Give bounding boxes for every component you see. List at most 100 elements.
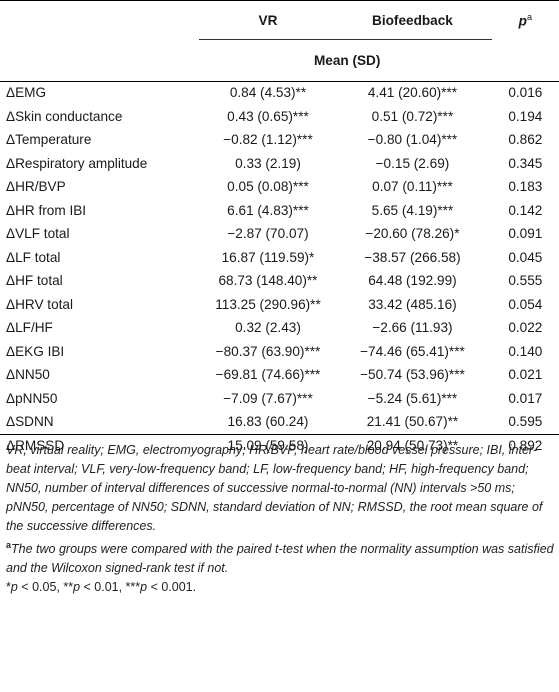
row-p-value: 0.016 [508, 85, 543, 101]
table-row: ΔHRV total 113.25 (290.96)** 33.42 (485.16… [0, 293, 559, 317]
row-vr-value: −0.82 (1.12)*** [223, 132, 313, 148]
row-vr-value: 0.32 (2.43) [235, 320, 301, 336]
subheader-rule [199, 39, 492, 40]
row-label: ΔEKG IBI [6, 343, 65, 359]
footnote-a: aThe two groups were compared with the p… [6, 536, 554, 578]
row-label: ΔHR/BVP [6, 179, 66, 195]
row-label: ΔLF/HF [6, 320, 53, 336]
row-bio-value: −5.24 (5.61)*** [367, 390, 458, 406]
row-p-value: 0.021 [508, 367, 543, 383]
table-row: ΔVLF total −2.87 (70.07) −20.60 (78.26)* 0.… [0, 222, 559, 246]
row-label: ΔHRV total [6, 296, 74, 312]
row-p-value: 0.022 [508, 320, 543, 336]
row-p-value: 0.017 [508, 390, 543, 406]
header-p-label: p [518, 13, 527, 29]
row-label: ΔHF total [6, 273, 63, 289]
row-p-value: 0.862 [508, 132, 543, 148]
row-p-value: 0.555 [508, 273, 543, 289]
row-p-value: 0.054 [508, 296, 543, 312]
row-bio-value: −74.46 (65.41)*** [360, 343, 465, 359]
row-bio-value: 20.94 (50.73)** [366, 437, 459, 453]
table-row: ΔTemperature −0.82 (1.12)*** −0.80 (1.04)*… [0, 128, 559, 152]
row-vr-value: −80.37 (63.90)*** [215, 343, 321, 359]
row-label: ΔVLF total [6, 226, 70, 242]
row-p-value: 0.045 [508, 249, 543, 265]
header-biofeedback: Biofeedback [372, 12, 453, 28]
header-rule [0, 81, 559, 82]
row-p-value: 0.892 [508, 437, 543, 453]
row-vr-value: 16.87 (119.59)* [221, 249, 315, 265]
footnote-a-text: The two groups were compared with the pa… [6, 542, 554, 576]
subheader-row: Mean (SD) [0, 40, 559, 81]
table-row: ΔHF total 68.73 (148.40)** 64.48 (192.99) 0… [0, 269, 559, 293]
header-p: pa [492, 0, 559, 40]
table-row: ΔSkin conductance 0.43 (0.65)*** 0.51 (0.7… [0, 105, 559, 129]
bottom-rule [0, 434, 559, 435]
row-vr-value: 0.84 (4.53)** [229, 85, 307, 101]
table-row: ΔpNN50 −7.09 (7.67)*** −5.24 (5.61)*** 0.01… [0, 387, 559, 411]
row-label: ΔSDNN [6, 414, 54, 430]
table-row: ΔRespiratory amplitude 0.33 (2.19) −0.15 (… [0, 152, 559, 176]
top-rule [0, 0, 559, 1]
row-label: ΔEMG [6, 85, 47, 101]
row-bio-value: 64.48 (192.99) [368, 273, 457, 289]
table-footnotes: VR, virtual reality; EMG, electromyograp… [6, 441, 554, 597]
table-row: ΔLF/HF 0.32 (2.43) −2.66 (11.93) 0.022 [0, 316, 559, 340]
table-row: ΔEKG IBI −80.37 (63.90)*** −74.46 (65.41)*… [0, 340, 559, 364]
footnote-abbreviations: VR, virtual reality; EMG, electromyograp… [6, 443, 543, 533]
footnote-significance: *p < 0.05, **p < 0.01, ***p < 0.001. [6, 580, 197, 595]
table-row: ΔEMG 0.84 (4.53)** 4.41 (20.60)*** 0.016 [0, 81, 559, 105]
row-bio-value: 4.41 (20.60)*** [367, 85, 458, 101]
header-empty-cell [0, 0, 203, 40]
table-row: ΔHR from IBI 6.61 (4.83)*** 5.65 (4.19)***… [0, 199, 559, 223]
header-p-superscript: a [526, 11, 532, 22]
table-row: ΔNN50 −69.81 (74.66)*** −50.74 (53.96)*** 0… [0, 363, 559, 387]
row-bio-value: −50.74 (53.96)*** [360, 367, 465, 383]
table-row: ΔSDNN 16.83 (60.24) 21.41 (50.67)** 0.595 [0, 410, 559, 434]
subheader-empty-cell [0, 40, 203, 81]
row-p-value: 0.595 [508, 414, 543, 430]
row-label: ΔHR from IBI [6, 202, 87, 218]
table-body: ΔEMG 0.84 (4.53)** 4.41 (20.60)*** 0.016 ΔSk… [0, 81, 559, 457]
subheader-empty-p [492, 40, 559, 81]
row-vr-value: 0.33 (2.19) [235, 155, 301, 171]
header-vr: VR [258, 12, 278, 28]
row-label: ΔRMSSD [6, 437, 65, 453]
row-bio-value: −20.60 (78.26)* [365, 226, 460, 242]
row-vr-value: 0.05 (0.08)*** [227, 179, 309, 195]
subheader-mean-sd: Mean (SD) [313, 53, 381, 68]
row-vr-value: 15.09 (59.58) [227, 437, 309, 453]
row-bio-value: 0.07 (0.11)*** [372, 179, 453, 195]
footnote-a-marker: a [6, 540, 12, 550]
row-p-value: 0.142 [508, 202, 543, 218]
row-p-value: 0.194 [508, 108, 543, 124]
row-label: ΔLF total [6, 249, 61, 265]
row-vr-value: 113.25 (290.96)** [215, 296, 321, 312]
row-bio-value: −0.15 (2.69) [375, 155, 450, 171]
row-vr-value: 68.73 (148.40)** [218, 273, 318, 289]
row-bio-value: 5.65 (4.19)*** [371, 202, 454, 218]
row-label: ΔRespiratory amplitude [6, 155, 148, 171]
table-row: ΔRMSSD 15.09 (59.58) 20.94 (50.73)** 0.892 [0, 434, 559, 458]
row-bio-value: 0.51 (0.72)*** [371, 108, 454, 124]
row-p-value: 0.183 [508, 179, 543, 195]
row-label: ΔSkin conductance [6, 108, 123, 124]
row-bio-value: −0.80 (1.04)*** [367, 132, 458, 148]
row-vr-value: −2.87 (70.07) [227, 226, 309, 242]
row-label: ΔNN50 [6, 367, 50, 383]
row-label: ΔTemperature [6, 132, 92, 148]
row-vr-value: 16.83 (60.24) [227, 414, 309, 430]
results-table: VR Biofeedback pa Mean (SD) ΔEMG 0.84 (4.… [0, 0, 559, 457]
row-bio-value: 33.42 (485.16) [368, 296, 457, 312]
row-bio-value: −2.66 (11.93) [372, 320, 453, 336]
row-p-value: 0.140 [508, 343, 543, 359]
row-bio-value: 21.41 (50.67)** [366, 414, 459, 430]
row-bio-value: −38.57 (266.58) [364, 249, 461, 265]
row-vr-value: −69.81 (74.66)*** [215, 367, 321, 383]
header-row: VR Biofeedback pa [0, 0, 559, 40]
row-p-value: 0.345 [508, 155, 543, 171]
row-vr-value: 6.61 (4.83)*** [227, 202, 309, 218]
table-row: ΔLF total 16.87 (119.59)* −38.57 (266.58) 0… [0, 246, 559, 270]
row-vr-value: −7.09 (7.67)*** [223, 390, 313, 406]
